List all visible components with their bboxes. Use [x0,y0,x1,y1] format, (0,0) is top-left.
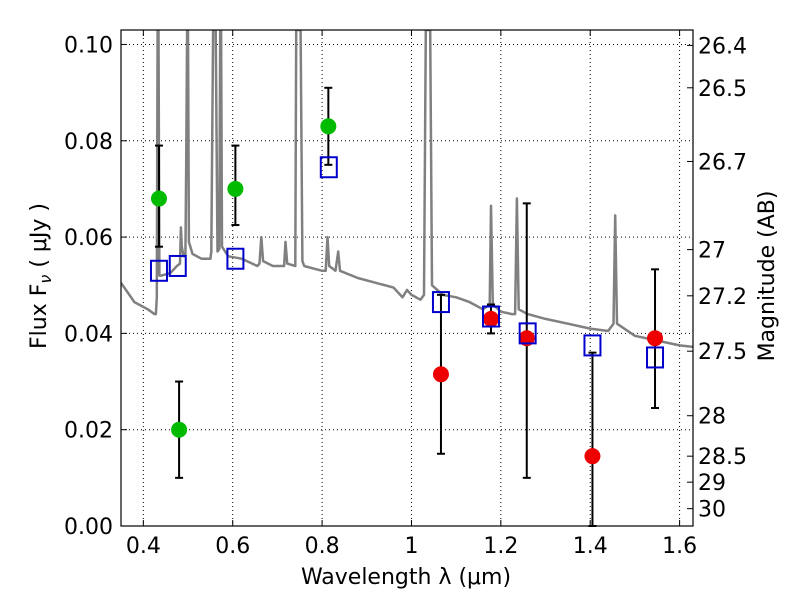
y-tick-label: 0.04 [64,322,113,347]
y2-tick-label: 26.4 [698,34,747,59]
y2-tick-label: 27.5 [698,340,747,365]
green-circle-marker [227,180,244,197]
x-tick-label: 0.8 [305,534,340,559]
x-tick-label: 1 [404,534,418,559]
template-spectrum-line [121,30,693,349]
data-markers [149,118,665,465]
y-tick-label: 0.00 [64,515,113,540]
model-square-marker [226,247,245,270]
axis-ticks: 0.4 0.6 0.8 1 1.2 1.4 1.6 0.00 0.02 0.04 0.06 0.08 0… [64,30,747,559]
model-square-marker [646,346,665,369]
x-tick-label: 1.6 [662,534,697,559]
model-square-marker [518,322,537,345]
y-tick-label: 0.02 [64,419,113,444]
y2-tick-label: 27 [698,239,726,264]
red-circle-marker [647,330,664,347]
y2-tick-label: 29 [698,471,726,496]
y-tick-label: 0.10 [64,33,113,58]
y-axis-label-main: Flux F [27,284,52,349]
template-spectrum [121,30,693,349]
y2-tick-label: 26.5 [698,77,747,102]
y-tick-label: 0.08 [64,130,113,155]
x-axis-label: Wavelength λ (μm) [301,565,511,590]
green-circle-marker [171,421,188,438]
x-tick-label: 0.4 [126,534,161,559]
green-circle-marker [320,118,337,135]
y2-axis-label: Magnitude (AB) [755,191,780,362]
x-tick-label: 1.2 [483,534,518,559]
y-axis-label-unit: ( μJy ) [27,203,52,275]
y2-tick-label: 28.5 [698,445,747,470]
plot-area [121,30,693,526]
plot-frame [120,29,694,527]
y2-tick-label: 26.7 [698,150,747,175]
model-square-marker [319,156,338,179]
y2-tick-label: 27.2 [698,285,747,310]
x-tick-label: 1.4 [573,534,608,559]
red-circle-marker [432,366,449,383]
y-tick-label: 0.06 [64,226,113,251]
y2-tick-label: 30 [698,498,726,523]
error-bars [154,86,660,527]
model-square-marker [168,254,187,277]
red-circle-marker [584,448,601,465]
y2-tick-label: 28 [698,405,726,430]
model-square-marker [431,291,450,314]
model-square-marker [149,259,168,282]
x-tick-label: 0.6 [215,534,250,559]
model-square-marker [583,334,602,357]
green-circle-marker [150,190,167,207]
red-circle-marker [483,310,500,327]
model-square-marker [482,305,501,328]
y-axis-label-subscript: ν [36,275,55,284]
y-axis-label: Flux Fν ( μJy ) [27,203,55,349]
